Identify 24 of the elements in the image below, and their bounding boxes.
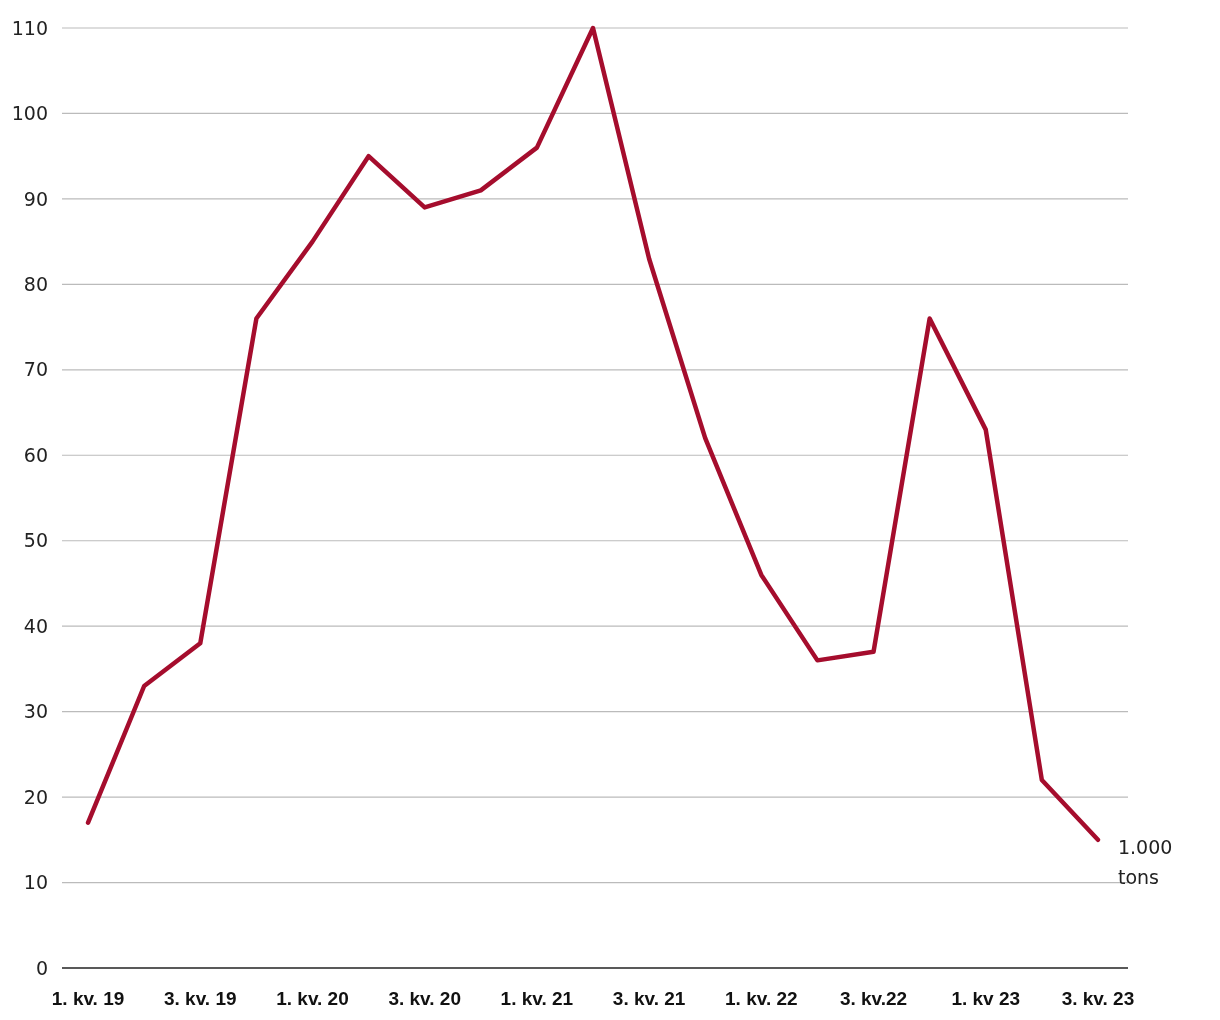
line-series <box>85 25 1101 843</box>
y-tick-label: 20 <box>23 785 48 808</box>
y-tick-label: 0 <box>35 956 48 979</box>
y-tick-label: 10 <box>23 871 48 894</box>
annotation: 1.000 tons <box>1117 835 1173 888</box>
x-tick-label: 3. kv.22 <box>839 988 908 1009</box>
y-tick-label: 40 <box>23 614 48 637</box>
x-tick-label: 1. kv. 20 <box>276 988 349 1009</box>
x-tick-label: 1. kv. 21 <box>500 988 574 1009</box>
x-tick-label: 1. kv. 22 <box>725 988 798 1009</box>
x-tick-label: 3. kv. 21 <box>612 988 686 1009</box>
y-tick-label: 90 <box>23 187 48 210</box>
y-tick-label: 110 <box>11 16 48 39</box>
y-tick-label: 100 <box>11 102 48 125</box>
x-tick-label: 1. kv. 19 <box>51 988 125 1009</box>
y-tick-label: 60 <box>23 443 48 466</box>
y-tick-label: 80 <box>23 273 48 296</box>
y-tick-label: 70 <box>23 358 48 381</box>
y-tick-label: 30 <box>23 700 48 723</box>
x-tick-label: 3. kv. 20 <box>388 988 461 1009</box>
x-tick-label: 3. kv. 19 <box>163 988 237 1009</box>
x-tick-label: 1. kv 23 <box>951 988 1021 1009</box>
x-tick-label: 3. kv. 23 <box>1061 988 1135 1009</box>
y-tick-label: 50 <box>23 529 48 552</box>
